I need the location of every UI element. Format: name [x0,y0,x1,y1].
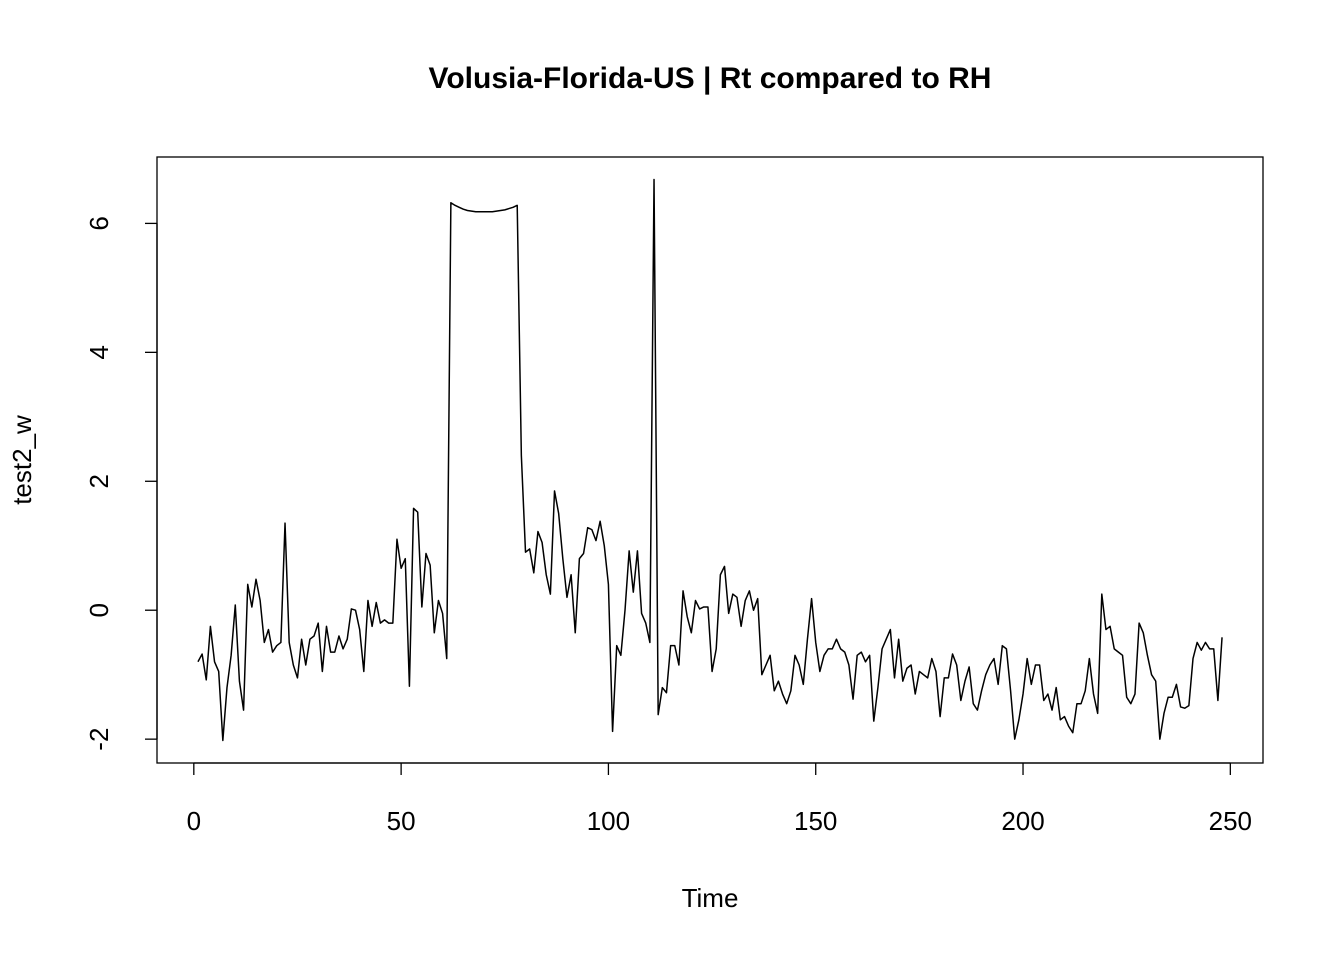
y-tick-label: 4 [84,345,114,359]
y-axis-label: test2_w [7,415,37,505]
plot-box [156,156,1264,764]
y-tick-label: 2 [84,474,114,488]
y-tick-label: 6 [84,216,114,230]
y-tick-label: 0 [84,603,114,617]
x-tick-label: 150 [794,806,837,836]
x-tick-label: 250 [1209,806,1252,836]
x-tick-label: 50 [387,806,416,836]
series-line [197,178,1223,742]
x-tick-label: 200 [1001,806,1044,836]
y-tick-label: -2 [84,728,114,751]
chart-title: Volusia-Florida-US | Rt compared to RH [429,62,992,95]
x-axis-label: Time [682,883,739,913]
x-tick-label: 0 [187,806,201,836]
x-tick-label: 100 [587,806,630,836]
